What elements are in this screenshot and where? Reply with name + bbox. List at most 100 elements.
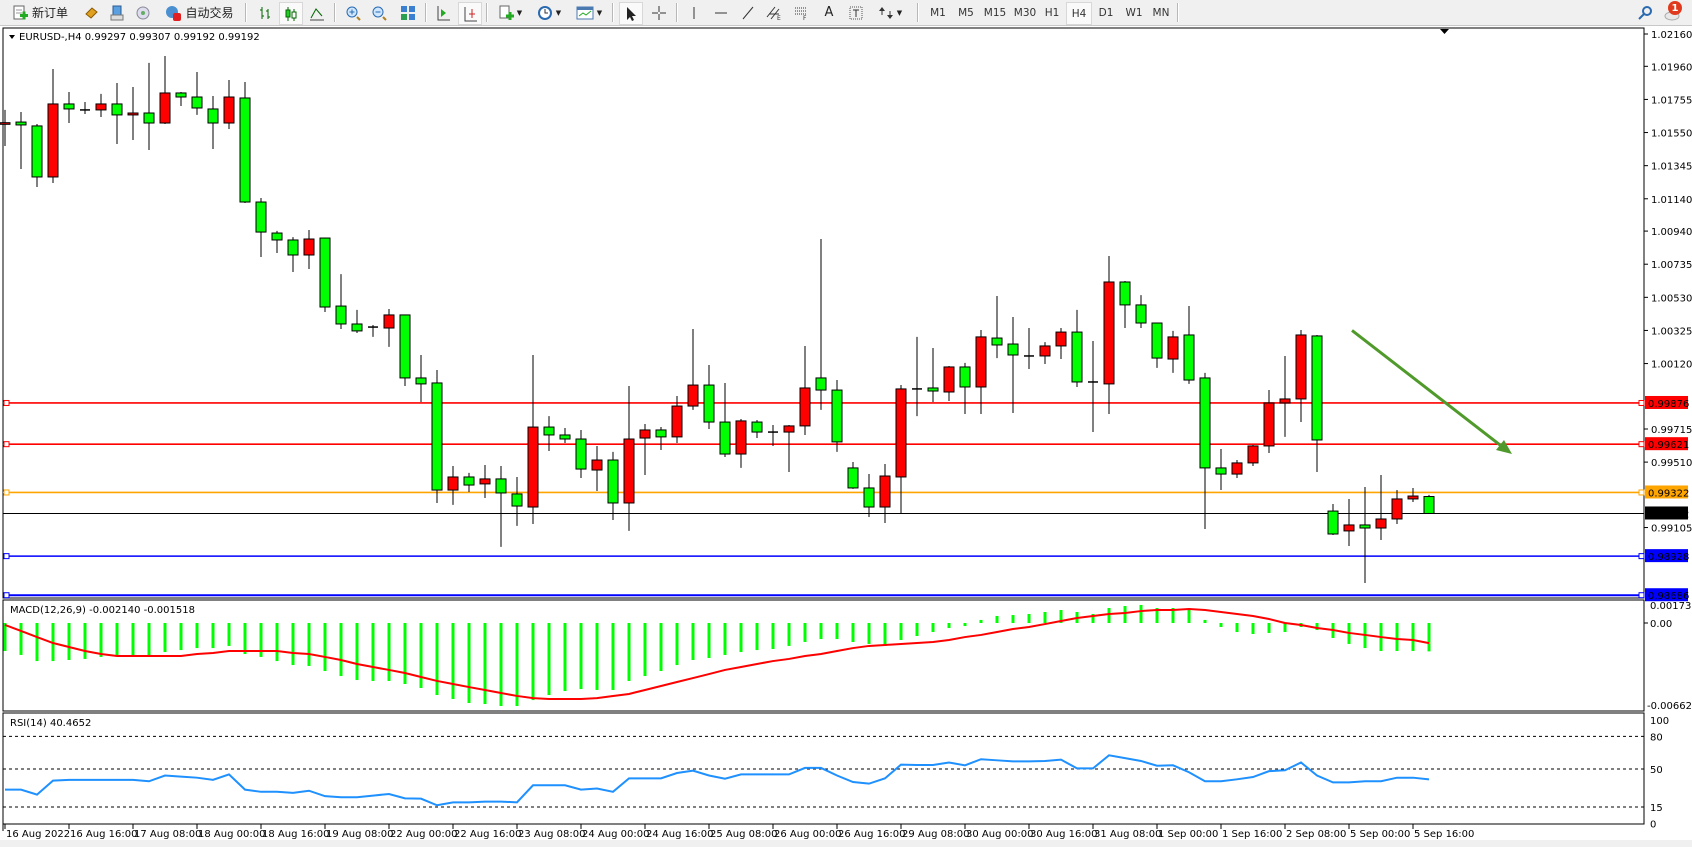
zoom-in-button[interactable] (342, 2, 364, 23)
collapse-triangle-icon[interactable] (9, 35, 15, 39)
text-label-icon (849, 6, 863, 19)
new-order-button[interactable]: 新订单 (4, 2, 76, 23)
zoom-out-button[interactable] (368, 2, 390, 23)
templates-icon (576, 6, 594, 19)
candle-body (31, 125, 43, 178)
candle (703, 365, 715, 429)
candle (719, 382, 731, 457)
line-handle[interactable] (1638, 441, 1645, 448)
candlestick-button[interactable] (279, 2, 303, 25)
macd-histogram-bar (627, 623, 631, 681)
line-handle[interactable] (3, 441, 10, 448)
candle-body (223, 96, 235, 124)
line-handle[interactable] (1638, 553, 1645, 560)
fibonacci-icon: F (795, 7, 807, 21)
line-chart-button[interactable] (306, 2, 328, 23)
notifications-button[interactable]: 1 (1660, 1, 1686, 23)
time-tick-label: 23 Aug 08:00 (518, 829, 585, 840)
rsi-tick-label: 100 (1650, 716, 1669, 727)
candle (0, 109, 11, 146)
periods-button[interactable]: ▼ (532, 2, 566, 23)
macd-histogram-bar (1251, 623, 1255, 635)
auto-trading-button[interactable]: 自动交易 (158, 2, 240, 23)
status-strip (0, 840, 1692, 847)
trendline-button[interactable] (737, 2, 759, 23)
macd-histogram-bar (1395, 623, 1399, 651)
time-tick-label: 25 Aug 08:00 (710, 829, 777, 840)
timeframe-m5[interactable]: M5 (958, 6, 974, 19)
line-handle[interactable] (1638, 489, 1645, 496)
macd-histogram-bar (211, 623, 215, 649)
timeframe-w1[interactable]: W1 (1125, 6, 1143, 19)
timeframe-m30[interactable]: M30 (1013, 6, 1037, 19)
macd-histogram-bar (275, 623, 279, 662)
cursor-button[interactable] (619, 2, 643, 25)
fibonacci-button[interactable]: F (790, 2, 812, 23)
line-handle[interactable] (3, 592, 10, 599)
crosshair-button[interactable] (648, 2, 670, 23)
macd-histogram-bar (371, 623, 375, 681)
data-window-button[interactable] (106, 2, 128, 23)
line-handle[interactable] (3, 489, 10, 496)
candle (959, 362, 971, 414)
candle-body (1119, 281, 1131, 306)
templates-button[interactable]: ▼ (571, 2, 607, 23)
bar-chart-button[interactable] (254, 2, 276, 23)
candle-body (335, 305, 347, 325)
candle (351, 309, 363, 334)
price-tick-label: 1.00735 (1651, 260, 1692, 271)
price-tick-label: 1.01345 (1651, 162, 1692, 173)
search-button[interactable] (1634, 2, 1656, 23)
macd-histogram-bar (819, 623, 823, 640)
navigator-button[interactable] (132, 2, 154, 23)
candle-body (239, 97, 251, 203)
autoscroll-button[interactable] (432, 2, 454, 23)
line-handle[interactable] (3, 553, 10, 560)
candle-body (255, 201, 267, 233)
indicators-button[interactable]: ▼ (493, 2, 527, 23)
candle-body (1391, 498, 1403, 520)
candle (191, 71, 203, 115)
line-handle[interactable] (3, 399, 10, 406)
candle (1327, 503, 1339, 535)
candle-body (1199, 377, 1211, 469)
macd-histogram-bar (707, 623, 711, 659)
market-watch-button[interactable] (80, 2, 102, 23)
channel-button[interactable]: E (763, 2, 785, 23)
candle-body (943, 366, 955, 393)
rsi-line (5, 754, 1430, 807)
macd-histogram-bar (771, 623, 775, 649)
chart-shift-marker-icon[interactable] (1440, 29, 1449, 34)
text-label-button[interactable] (845, 2, 867, 23)
line-handle[interactable] (1638, 592, 1645, 599)
line-handle[interactable] (1638, 399, 1645, 406)
timeframe-h4[interactable]: H4 (1066, 2, 1092, 25)
vertical-line-button[interactable] (683, 2, 705, 23)
candle-body (1135, 304, 1147, 324)
price-tick-label: 1.01140 (1651, 195, 1692, 206)
timeframe-h1[interactable]: H1 (1044, 6, 1060, 19)
macd-histogram-bar (307, 623, 311, 666)
trend-arrow[interactable] (1351, 329, 1505, 450)
equidistant-channel-icon: E (766, 6, 781, 21)
timeframe-mn[interactable]: MN (1152, 6, 1170, 19)
candle-body (47, 103, 59, 178)
arrows-button[interactable]: ▼ (872, 2, 908, 23)
price-tick-label: 1.02160 (1651, 30, 1692, 41)
candle-body (447, 476, 459, 491)
candle-body (511, 493, 523, 507)
text-button[interactable]: A (818, 2, 840, 23)
chart-shift-button[interactable] (458, 2, 482, 25)
candle-body (607, 459, 619, 504)
timeframe-m1[interactable]: M1 (930, 6, 946, 19)
tile-windows-button[interactable] (397, 2, 419, 23)
candle (447, 465, 459, 505)
macd-histogram-bar (723, 623, 727, 655)
horizontal-line-button[interactable] (710, 2, 732, 23)
candle-body (1359, 524, 1371, 529)
timeframe-m15[interactable]: M15 (983, 6, 1007, 19)
timeframe-d1[interactable]: D1 (1098, 6, 1114, 19)
macd-histogram-bar (435, 623, 439, 696)
macd-histogram-bar (3, 623, 7, 651)
